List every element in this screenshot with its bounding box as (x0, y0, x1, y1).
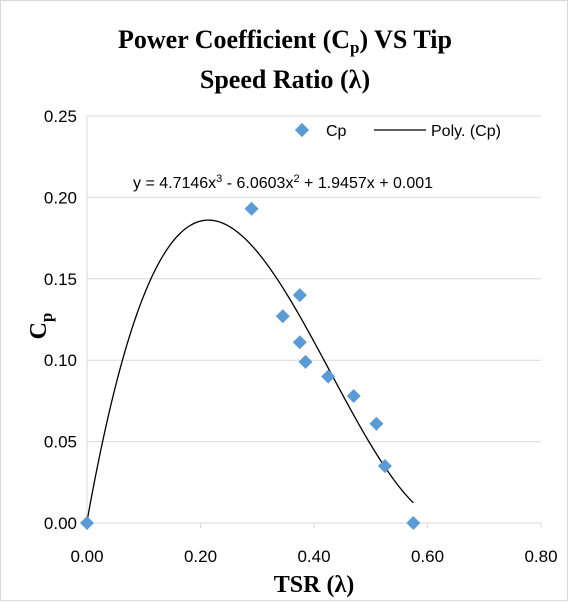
x-tick-label: 0.20 (184, 547, 217, 566)
x-tick-label: 0.00 (70, 547, 103, 566)
y-tick-label: 0.25 (44, 107, 77, 126)
data-point (321, 369, 336, 384)
y-tick-label: 0.00 (44, 514, 77, 533)
chart-title: Power Coefficient (Cp) VS Tip Speed Rati… (0, 24, 570, 96)
data-point (406, 516, 421, 530)
data-point (80, 516, 94, 530)
gridlines (87, 115, 541, 443)
x-tick-labels: 0.00 0.20 0.40 0.60 0.80 (70, 547, 557, 566)
data-point (377, 459, 392, 474)
data-point (369, 416, 384, 431)
data-point (292, 335, 307, 350)
trendline (86, 219, 414, 522)
x-tick-label: 0.60 (411, 547, 444, 566)
data-point (275, 309, 290, 324)
legend: Cp Poly. (Cp) (294, 122, 501, 140)
legend-label-poly: Poly. (Cp) (431, 123, 501, 140)
y-tick-label: 0.15 (44, 270, 77, 289)
chart-title-line2: Speed Ratio (λ) (199, 65, 371, 94)
legend-label-cp: Cp (326, 123, 347, 140)
x-tick-label: 0.80 (524, 547, 557, 566)
y-axis-label: Cp (26, 313, 56, 340)
data-point (244, 201, 259, 216)
axes (86, 116, 542, 528)
x-axis-label: TSR (λ) (274, 572, 354, 598)
data-point (346, 389, 361, 404)
legend-marker-cp (294, 122, 310, 138)
y-tick-label: 0.20 (44, 188, 77, 207)
y-tick-labels: 0.00 0.05 0.10 0.15 0.20 0.25 (44, 107, 77, 533)
data-points (80, 201, 421, 530)
data-point (298, 354, 313, 369)
y-tick-label: 0.10 (44, 351, 77, 370)
x-tick-label: 0.40 (297, 547, 330, 566)
trendline-equation: y = 4.7146x3 - 6.0603x2 + 1.9457x + 0.00… (133, 173, 433, 192)
trendline-curve (86, 219, 414, 522)
y-tick-label: 0.05 (44, 433, 77, 452)
chart-title-line1: Power Coefficient (Cp) VS Tip (118, 25, 452, 57)
data-point (292, 288, 307, 303)
